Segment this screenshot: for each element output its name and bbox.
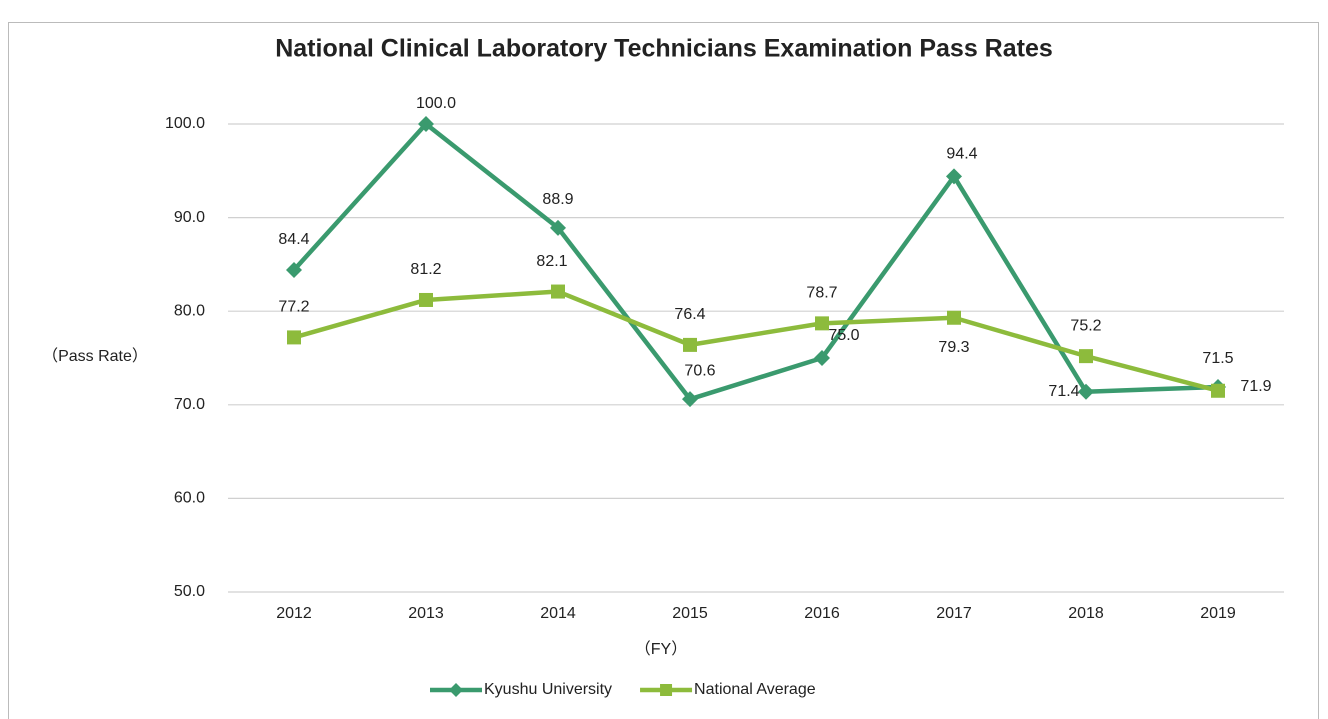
- marker: [287, 330, 301, 345]
- legend-label: Kyushu University: [484, 681, 612, 698]
- data-label: 71.5: [1202, 350, 1233, 367]
- marker: [418, 116, 434, 132]
- data-label: 94.4: [946, 146, 977, 163]
- legend-marker: [660, 684, 673, 696]
- marker: [551, 284, 565, 299]
- data-label: 100.0: [416, 95, 456, 112]
- x-tick-label: 2013: [408, 605, 444, 622]
- line: [293, 289, 1219, 393]
- data-label: 75.0: [828, 327, 859, 344]
- marker: [550, 219, 566, 236]
- x-axis-label: （FY）: [635, 640, 687, 658]
- x-tick-label: 2016: [804, 605, 840, 622]
- data-label: 84.4: [278, 231, 309, 248]
- x-tick-label: 2018: [1068, 605, 1104, 622]
- marker: [286, 262, 302, 279]
- marker: [1079, 349, 1093, 364]
- x-tick-label: 2019: [1200, 605, 1236, 622]
- marker: [683, 337, 697, 352]
- x-tick-label: 2015: [672, 605, 708, 622]
- data-label: 81.2: [410, 261, 441, 278]
- data-label: 70.6: [684, 362, 715, 379]
- chart-title: National Clinical Laboratory Technicians…: [275, 35, 1053, 63]
- marker: [815, 316, 829, 331]
- data-label: 75.2: [1070, 317, 1101, 334]
- data-label: 71.9: [1240, 378, 1271, 395]
- x-tick-label: 2017: [936, 605, 972, 622]
- data-label: 71.4: [1048, 383, 1079, 400]
- y-tick-label: 60.0: [174, 490, 205, 507]
- data-label: 76.4: [674, 306, 705, 323]
- data-label: 78.7: [806, 285, 837, 302]
- marker: [947, 310, 961, 325]
- marker: [419, 292, 433, 307]
- y-tick-label: 100.0: [165, 115, 205, 132]
- marker: [814, 350, 830, 366]
- marker: [682, 391, 698, 408]
- line: [292, 121, 1219, 402]
- x-tick-label: 2014: [540, 605, 576, 622]
- y-tick-label: 90.0: [174, 209, 205, 226]
- legend-label: National Average: [694, 681, 816, 698]
- y-tick-label: 50.0: [174, 583, 205, 600]
- y-tick-label: 80.0: [174, 302, 205, 319]
- marker: [946, 168, 962, 185]
- chart-frame: [8, 22, 1319, 719]
- marker: [1211, 383, 1225, 398]
- x-tick-label: 2012: [276, 605, 312, 622]
- y-axis-label: （Pass Rate）: [42, 347, 148, 365]
- data-label: 77.2: [278, 299, 309, 316]
- legend-marker: [449, 683, 463, 697]
- data-label: 88.9: [542, 191, 573, 208]
- y-tick-label: 70.0: [174, 396, 205, 413]
- data-label: 79.3: [938, 339, 969, 356]
- marker: [1078, 383, 1094, 400]
- data-label: 82.1: [536, 253, 567, 270]
